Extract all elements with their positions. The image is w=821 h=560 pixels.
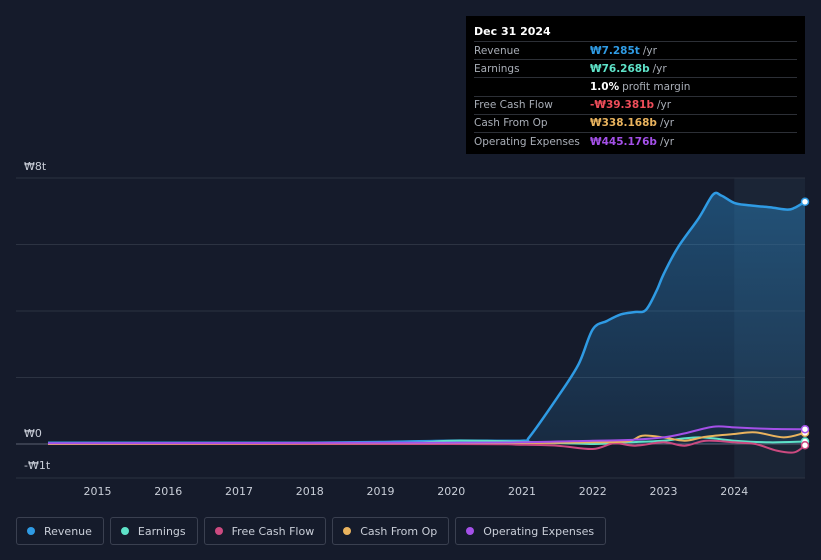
legend-label: Operating Expenses (483, 524, 595, 538)
tooltip-row-label: Cash From Op (474, 117, 548, 130)
y-tick-label: -₩1t (24, 459, 51, 472)
legend-dot-icon (27, 527, 35, 535)
tooltip-row-label: Revenue (474, 44, 520, 57)
x-tick-label: 2016 (154, 485, 182, 498)
y-tick-label: ₩0 (24, 427, 42, 440)
y-tick-label: ₩8t (24, 160, 47, 173)
revenue-end-point (800, 197, 810, 207)
tooltip-row-label: Free Cash Flow (474, 99, 553, 112)
legend-item[interactable]: Free Cash Flow (203, 517, 327, 545)
tooltip-row-value: ₩76.268b (590, 62, 650, 75)
legend-label: Free Cash Flow (231, 524, 315, 538)
legend-item[interactable]: Operating Expenses (455, 517, 607, 545)
tooltip-date: Dec 31 2024 (474, 25, 551, 38)
legend-dot-icon (214, 527, 223, 535)
tooltip-row-unit: /yr (642, 44, 657, 57)
legend-dot-icon (343, 527, 352, 535)
tooltip-row-label: Earnings (474, 62, 520, 75)
tooltip-row-value: -₩39.381b (590, 99, 654, 112)
tooltip-row-unit: /yr (659, 117, 675, 130)
operating-expenses-end-point (800, 424, 810, 434)
line-chart: ₩8t ₩0 -₩1t 2015 2016 2017 2018 2019 2020 2021 202… (16, 160, 810, 498)
legend-label: Earnings (137, 524, 186, 538)
tooltip-row-unit: /yr (656, 99, 672, 112)
x-tick-label: 2024 (720, 485, 748, 498)
tooltip-row-value: 1.0% (590, 80, 620, 93)
x-tick-label: 2022 (579, 485, 607, 498)
tooltip-row: Operating Expenses ₩445.176b/yr (474, 131, 797, 150)
tooltip-row: 1.0% profit margin (474, 77, 797, 95)
tooltip-row-value: ₩338.168b (590, 117, 657, 130)
legend-dot-icon (466, 527, 475, 535)
tooltip-row: Free Cash Flow -₩39.381b/yr (474, 95, 797, 114)
operating-expenses-line (47, 425, 806, 445)
tooltip-row: Cash From Op ₩338.168b/yr (474, 113, 797, 132)
legend-dot-icon (120, 527, 129, 535)
x-tick-label: 2023 (650, 485, 678, 498)
x-tick-label: 2017 (225, 485, 253, 498)
legend: Revenue Earnings Free Cash Flow Cash From O… (16, 517, 607, 545)
legend-item[interactable]: Revenue (16, 517, 104, 545)
legend-label: Revenue (44, 524, 92, 538)
tooltip-panel: Dec 31 2024 Revenue ₩7.285t/yr Earnings ₩76… (466, 16, 805, 154)
tooltip-row-value: ₩7.285t (590, 44, 640, 57)
free-cash-flow-end-point (800, 441, 810, 450)
tooltip-row-label: Operating Expenses (474, 135, 580, 148)
x-tick-label: 2015 (84, 485, 112, 498)
legend-item[interactable]: Earnings (109, 517, 198, 545)
free-cash-flow-line (47, 439, 806, 454)
revenue-area (48, 192, 805, 444)
tooltip-row-value: ₩445.176b (590, 135, 657, 148)
tooltip-row-unit: /yr (659, 135, 675, 148)
tooltip-row: Revenue ₩7.285t/yr (474, 41, 797, 59)
x-tick-label: 2020 (437, 485, 465, 498)
tooltip-row-unit: /yr (652, 62, 667, 75)
x-tick-label: 2021 (508, 485, 536, 498)
legend-label: Cash From Op (360, 524, 438, 538)
legend-item[interactable]: Cash From Op (332, 517, 450, 545)
tooltip-row-unit: profit margin (622, 80, 691, 93)
x-tick-label: 2019 (367, 485, 395, 498)
x-tick-label: 2018 (296, 485, 324, 498)
tooltip-row: Earnings ₩76.268b/yr (474, 59, 797, 77)
